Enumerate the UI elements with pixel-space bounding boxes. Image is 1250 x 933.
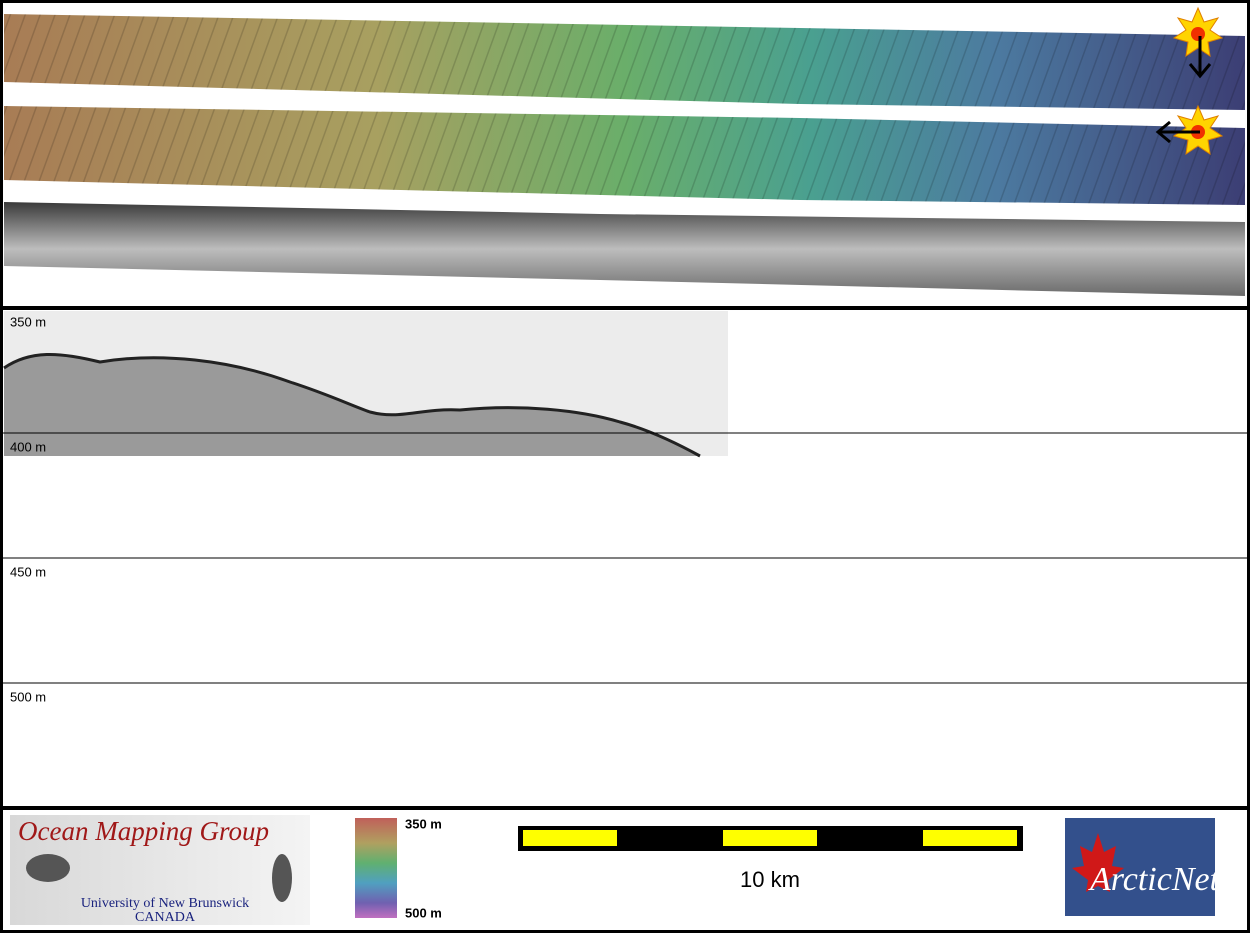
swath-texture bbox=[4, 106, 1245, 205]
sun-icon bbox=[1155, 104, 1224, 156]
profile-panel: 350 m 400 m 450 m 500 m bbox=[3, 311, 1247, 704]
depth-label: 450 m bbox=[10, 564, 46, 579]
arcticnet-logo: ArcticNet bbox=[1065, 818, 1221, 916]
logo-text: University of New Brunswick bbox=[81, 896, 249, 911]
colorbar-label: 500 m bbox=[405, 905, 442, 920]
depth-label: 500 m bbox=[10, 689, 46, 704]
seafloor-line bbox=[3, 352, 701, 458]
depth-label: 400 m bbox=[10, 439, 46, 454]
omg-logo: Ocean Mapping Group University of New Br… bbox=[10, 815, 310, 925]
swath-texture bbox=[4, 14, 1245, 110]
logo-title: Ocean Mapping Group bbox=[18, 816, 269, 846]
logo-text: CANADA bbox=[135, 910, 196, 925]
swath-panel bbox=[4, 6, 1245, 296]
colorbar bbox=[355, 818, 397, 918]
colorbar-label: 350 m bbox=[405, 816, 442, 831]
logo-title: ArcticNet bbox=[1088, 861, 1221, 898]
depth-label: 350 m bbox=[10, 314, 46, 329]
scale-label: 10 km bbox=[740, 867, 800, 892]
swath-backscatter bbox=[4, 202, 1245, 296]
scale-bar: 10 km bbox=[518, 826, 1023, 892]
sun-icon bbox=[1172, 6, 1224, 79]
